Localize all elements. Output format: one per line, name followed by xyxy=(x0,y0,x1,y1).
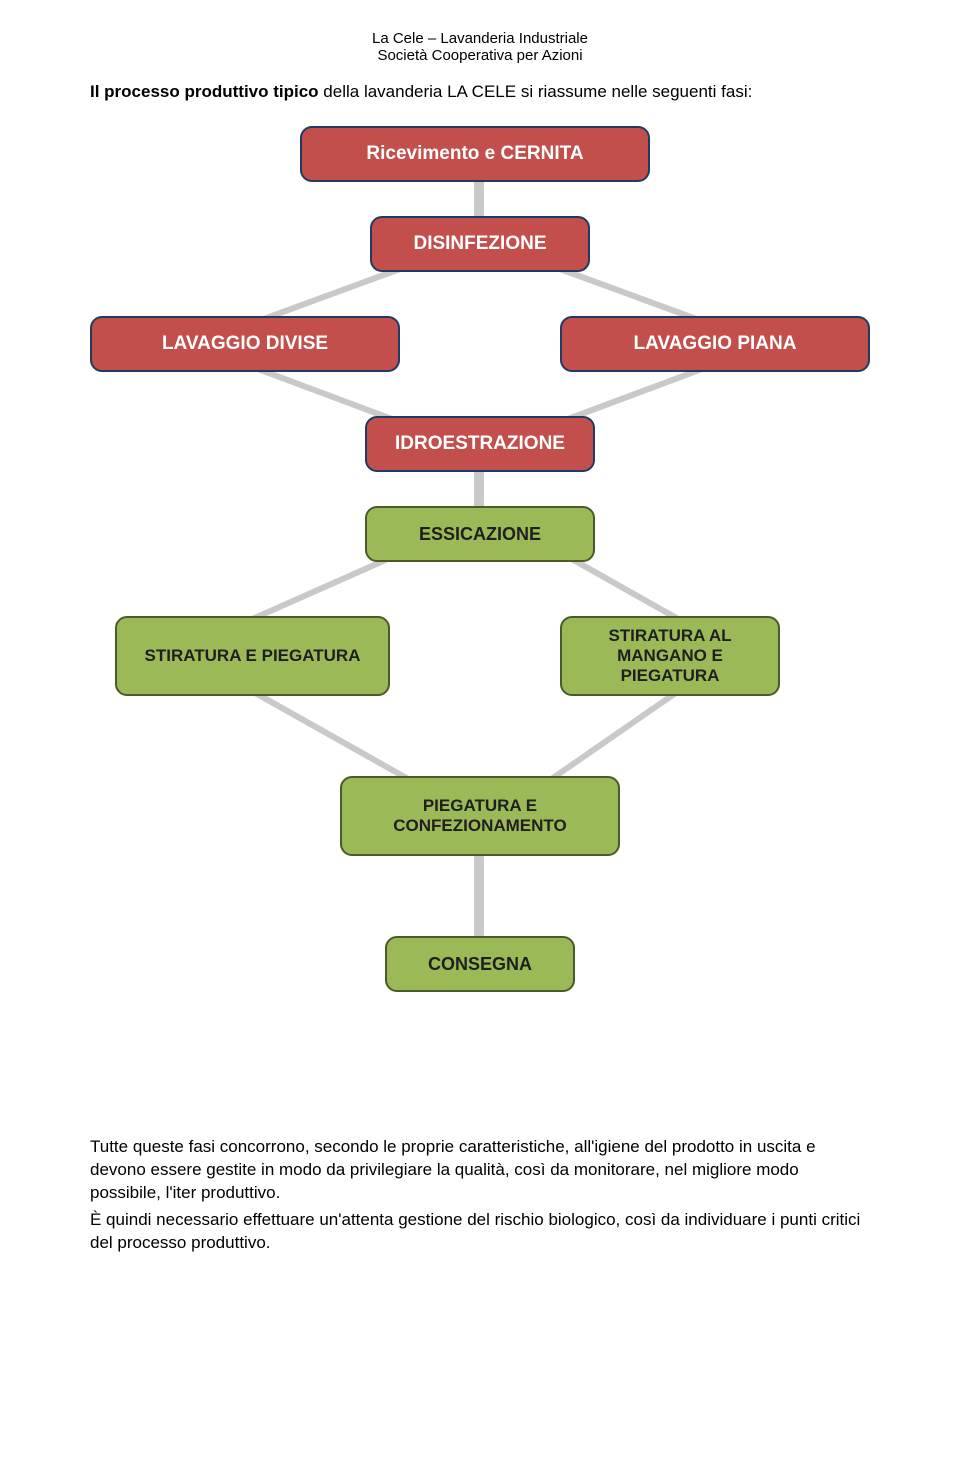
header-title: La Cele – Lavanderia Industriale xyxy=(90,30,870,47)
flow-node-stir-mangano: STIRATURA AL MANGANO E PIEGATURA xyxy=(560,616,780,696)
flow-node-idroestrazione: IDROESTRAZIONE xyxy=(365,416,595,472)
document-header: La Cele – Lavanderia Industriale Società… xyxy=(90,30,870,64)
page: La Cele – Lavanderia Industriale Società… xyxy=(0,0,960,1299)
flow-node-lavaggio-divise: LAVAGGIO DIVISE xyxy=(90,316,400,372)
flow-node-ricevimento: Ricevimento e CERNITA xyxy=(300,126,650,182)
body-paragraph-1: Tutte queste fasi concorrono, secondo le… xyxy=(90,1136,870,1205)
flow-node-disinfezione: DISINFEZIONE xyxy=(370,216,590,272)
header-subtitle: Società Cooperativa per Azioni xyxy=(90,47,870,64)
intro-rest: della lavanderia LA CELE si riassume nel… xyxy=(319,82,753,101)
flow-connector xyxy=(548,688,681,783)
process-flowchart: Ricevimento e CERNITA DISINFEZIONE LAVAGGI… xyxy=(90,126,870,1126)
flow-node-stir-piegatura: STIRATURA E PIEGATURA xyxy=(115,616,390,696)
flow-node-essicazione: ESSICAZIONE xyxy=(365,506,595,562)
intro-paragraph: Il processo produttivo tipico della lava… xyxy=(90,82,870,102)
intro-bold: Il processo produttivo tipico xyxy=(90,82,319,101)
body-paragraph-2: È quindi necessario effettuare un'attent… xyxy=(90,1209,870,1255)
flow-connector xyxy=(249,555,391,622)
flow-connector xyxy=(569,555,682,622)
flow-connector xyxy=(474,850,484,942)
flow-node-lavaggio-piana: LAVAGGIO PIANA xyxy=(560,316,870,372)
flow-node-consegna: CONSEGNA xyxy=(385,936,575,992)
flow-connector xyxy=(249,687,412,782)
body-text: Tutte queste fasi concorrono, secondo le… xyxy=(90,1136,870,1255)
flow-node-piegatura-conf: PIEGATURA E CONFEZIONAMENTO xyxy=(340,776,620,856)
